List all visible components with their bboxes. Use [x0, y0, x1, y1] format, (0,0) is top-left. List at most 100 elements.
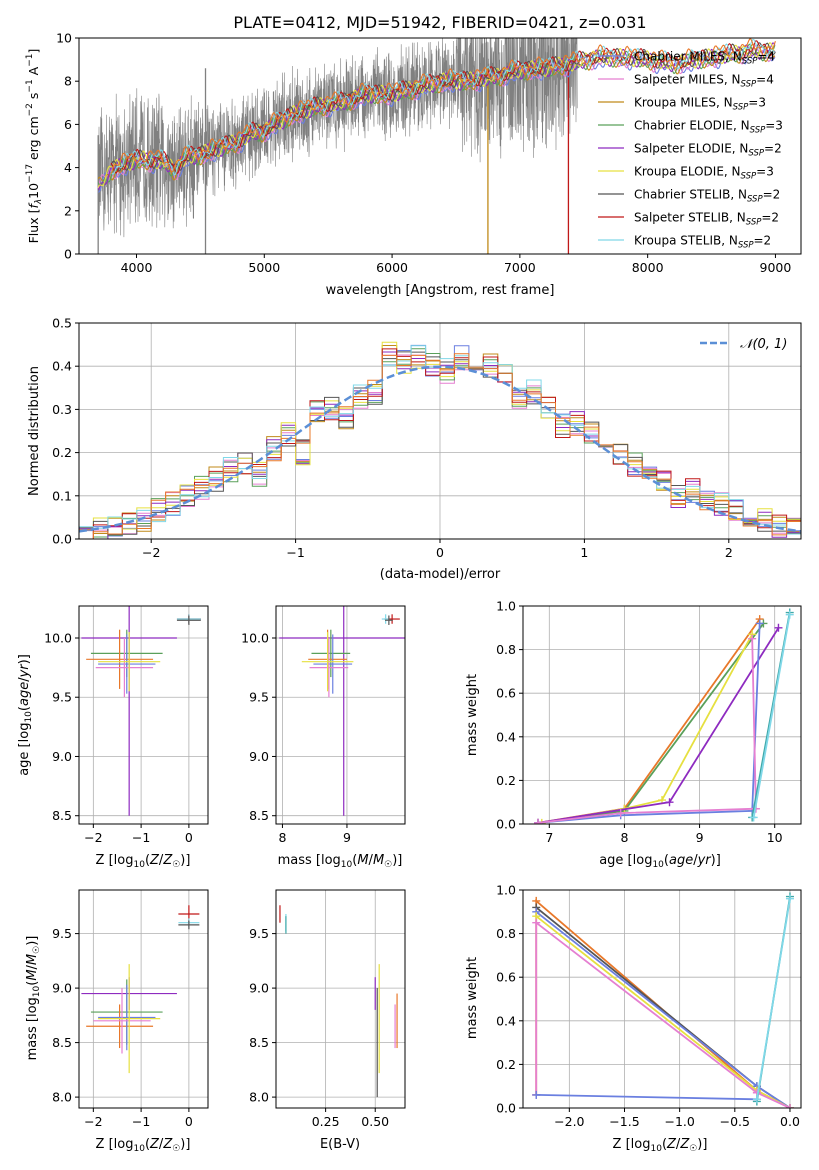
- mass_vs_Z-ytick-label: 9.0: [52, 981, 72, 996]
- age-z-xlabel: Z [log10(Z/Z☉)]: [96, 853, 191, 870]
- mass_vs_Z-ytick-label: 8.0: [52, 1090, 72, 1105]
- weight_vs_Z-xtick-label: −1.0: [664, 1114, 694, 1129]
- gaussian-legend-label: 𝒩(0, 1): [740, 337, 787, 352]
- spectrum-legend: Chabrier MILES, NSSP=4 Salpeter MILES, NS…: [598, 50, 783, 251]
- legend-label: Chabrier STELIB, NSSP=2: [634, 188, 780, 205]
- weight_vs_Z-ytick-label: 0.2: [496, 1057, 516, 1072]
- mass-z-ylabel: mass [log10(M/M☉)]: [25, 936, 42, 1061]
- spectrum-model-line: [97, 43, 776, 187]
- weight-marker: [665, 798, 674, 807]
- weight-line: [535, 898, 791, 1108]
- weight_vs_Z-ytick-label: 0.6: [496, 970, 516, 985]
- weight-marker: [749, 813, 758, 822]
- mass_vs_Z-plot-area: [81, 905, 200, 1074]
- mass_vs_EBV-axes-frame: [275, 889, 406, 1109]
- age_vs_mass-xtick-label: 8: [278, 830, 286, 845]
- residual-panel: −2 −1 0 1 2 0.0 0.1 0.2 0.3 0.4 0.5 (data-model)/e…: [27, 316, 802, 582]
- weight-marker: [532, 1090, 541, 1099]
- age_vs_Z-xtick-label: 0: [185, 830, 193, 845]
- residual-xtick-label: −2: [142, 545, 160, 560]
- weight_vs_Z-panel: −2.0 −1.5 −1.0 −0.5 0.0 0.0 0.2 0.4 0.6 0.8 1.0: [496, 883, 802, 1129]
- age_vs_Z-ytick-label: 9.5: [52, 690, 72, 705]
- weight_vs_age-xtick-label: 10: [767, 830, 783, 845]
- age_vs_Z-xtick-label: −1: [132, 830, 150, 845]
- weight_vs_Z-ytick-label: 1.0: [496, 883, 516, 898]
- weight-marker: [748, 634, 757, 643]
- weight-line: [535, 906, 791, 1108]
- spectrum-plot-area: [97, 38, 776, 254]
- weight-marker: [774, 623, 783, 632]
- weight_vs_Z-ytick-label: 0.0: [496, 1101, 516, 1116]
- age-z-ylabel: age [log10(age/yr)]: [17, 654, 34, 776]
- weight_vs_Z-xtick-label: −0.5: [720, 1114, 750, 1129]
- spectrum-ytick-label: 0: [64, 247, 72, 262]
- spectrum-xtick-label: 7000: [504, 260, 536, 275]
- residual-ticks: −2 −1 0 1 2 0.0 0.1 0.2 0.3 0.4 0.5: [52, 316, 733, 561]
- weight_vs_age-plot-area: [534, 608, 794, 824]
- weight-line: [536, 1094, 757, 1101]
- age_vs_Z-ytick-label: 10.0: [44, 630, 72, 645]
- weight-marker: [532, 918, 541, 927]
- weight-age-ylabel: mass weight: [465, 674, 480, 756]
- residual-xlabel: (data-model)/error: [380, 567, 501, 582]
- spectrum-model-line: [110, 38, 776, 176]
- mass_vs_EBV-xtick-label: 0.25: [312, 1114, 340, 1129]
- age_vs_mass-plot-area: [279, 606, 405, 816]
- weight_vs_age-ytick-label: 0.0: [496, 817, 516, 832]
- residual-legend: 𝒩(0, 1): [700, 337, 787, 352]
- mass_vs_Z-panel: −2 −1 0 8.0 8.5 9.0 9.5: [52, 889, 209, 1129]
- spectrum-model-line: [97, 42, 776, 188]
- spectrum-xtick-label: 9000: [760, 260, 792, 275]
- weight_vs_age-panel: 7 8 9 10 0.0 0.2 0.4 0.6 0.8 1.0: [496, 599, 802, 845]
- weight-line: [537, 638, 757, 824]
- legend-label: Chabrier ELODIE, NSSP=3: [634, 119, 783, 136]
- weight_vs_age-ytick-label: 0.8: [496, 642, 516, 657]
- weight_vs_age-ytick-label: 0.2: [496, 773, 516, 788]
- weight_vs_Z-xtick-label: −2.0: [554, 1114, 584, 1129]
- age_vs_mass-ytick-label: 9.0: [249, 749, 269, 764]
- residual-xtick-label: 2: [725, 545, 733, 560]
- age-mass-xlabel: mass [log10(M/M☉)]: [278, 853, 403, 870]
- residual-ytick-label: 0.2: [52, 445, 72, 460]
- mass_vs_EBV-ytick-label: 9.0: [249, 981, 269, 996]
- weight-marker: [755, 619, 764, 628]
- age_vs_mass-ytick-label: 10.0: [241, 630, 269, 645]
- weight-z-xlabel: Z [log10(Z/Z☉)]: [613, 1137, 708, 1154]
- histogram-step: [79, 353, 801, 539]
- mass_vs_EBV-ytick-label: 8.5: [249, 1035, 269, 1050]
- weight-line: [535, 920, 791, 1108]
- weight_vs_age-ytick-label: 1.0: [496, 599, 516, 614]
- weight-line: [537, 627, 780, 824]
- weight_vs_age-xtick-label: 9: [696, 830, 704, 845]
- spectrum-data-line: [97, 38, 578, 243]
- residual-ytick-label: 0.0: [52, 532, 72, 547]
- age_vs_Z-plot-area: [81, 606, 201, 816]
- spectrum-ytick-label: 2: [64, 203, 72, 218]
- mass_vs_Z-ytick-label: 8.5: [52, 1035, 72, 1050]
- spectrum-xtick-label: 8000: [632, 260, 664, 275]
- figure-title: PLATE=0412, MJD=51942, FIBERID=0421, z=0…: [233, 13, 646, 32]
- mass_vs_Z-xtick-label: −2: [84, 1114, 102, 1129]
- weight-line: [756, 898, 791, 1100]
- mass_vs_EBV-ytick-label: 8.0: [249, 1090, 269, 1105]
- weight-line: [537, 622, 765, 824]
- mass_vs_EBV-xtick-label: 0.50: [361, 1114, 389, 1129]
- residual-xtick-label: 1: [580, 545, 588, 560]
- weight-marker: [785, 894, 794, 903]
- weight_vs_Z-plot-area: [532, 892, 794, 1108]
- age_vs_mass-xtick-label: 9: [343, 830, 351, 845]
- residual-ylabel: Normed distribution: [27, 366, 42, 496]
- gaussian-curve: [79, 365, 801, 533]
- weight_vs_Z-ytick-label: 0.8: [496, 926, 516, 941]
- weight-marker: [785, 610, 794, 619]
- residual-ytick-label: 0.5: [52, 316, 72, 331]
- residual-ytick-label: 0.1: [52, 488, 72, 503]
- weight-marker: [616, 809, 625, 818]
- spectrum-model-line: [110, 40, 776, 174]
- weight-line: [541, 633, 753, 824]
- legend-label: Salpeter STELIB, NSSP=2: [634, 211, 779, 228]
- age_vs_mass-ytick-label: 9.5: [249, 690, 269, 705]
- spectrum-model-line: [110, 38, 776, 175]
- legend-label: Salpeter ELODIE, NSSP=2: [634, 142, 782, 159]
- mass-z-xlabel: Z [log10(Z/Z☉)]: [96, 1137, 191, 1154]
